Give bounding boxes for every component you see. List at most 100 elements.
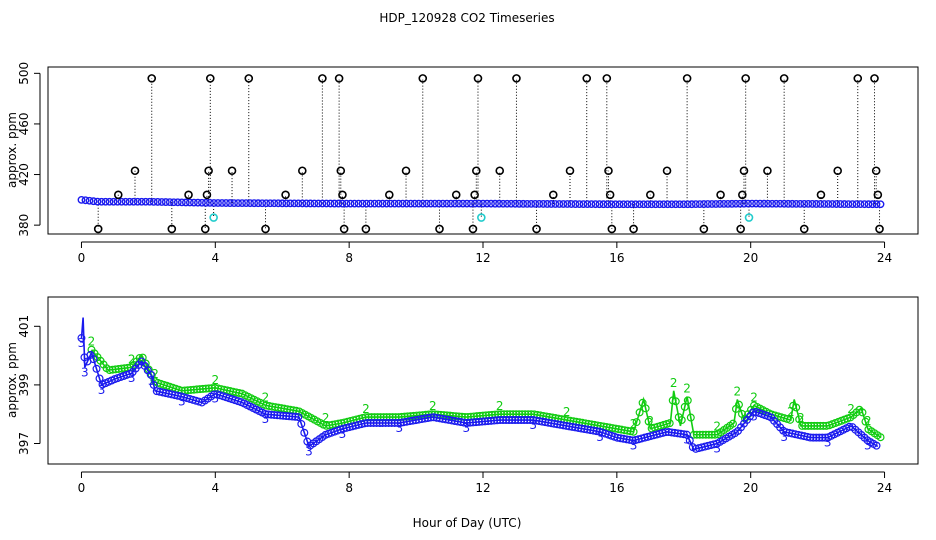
- series-3-blue-point: [803, 432, 812, 441]
- series-2-green-point: [204, 384, 213, 393]
- series-3-blue-line: [80, 317, 879, 451]
- baseline-point: [238, 199, 246, 208]
- series-2-green-point: [608, 424, 617, 433]
- baseline-point: [824, 200, 833, 208]
- baseline-point: [286, 199, 295, 208]
- flag-point: [744, 213, 754, 222]
- baseline-point: [792, 199, 801, 208]
- outlier-point: [870, 74, 879, 83]
- series-3-blue-point: [625, 435, 634, 444]
- series-3-blue-point: [508, 416, 517, 425]
- series-2-green-glyph-label: 2: [797, 411, 805, 425]
- series-3-blue-point: [146, 370, 155, 379]
- outlier-point: [202, 190, 212, 200]
- series-3-blue-glyph-label: 3: [713, 441, 721, 455]
- baseline-point: [85, 196, 94, 205]
- baseline-point: [667, 200, 676, 209]
- series-3-blue-point: [481, 417, 490, 426]
- outlier-point: [816, 190, 826, 200]
- baseline-point: [77, 195, 86, 204]
- series-3-blue-point: [426, 413, 435, 422]
- outlier-point: [298, 166, 307, 176]
- top-plot-frame: [47, 66, 919, 235]
- baseline-point: [711, 200, 720, 208]
- baseline-point: [402, 199, 411, 208]
- outlier-point: [473, 74, 483, 83]
- series-2-green-point: [626, 427, 635, 436]
- series-3-blue-glyph-label: 3: [396, 421, 404, 435]
- baseline-point: [206, 199, 214, 207]
- series-2-green-point: [876, 433, 885, 442]
- series-3-blue-glyph-label: 3: [630, 439, 638, 453]
- series-3-blue-glyph-label: 3: [78, 336, 86, 350]
- baseline-point: [611, 200, 620, 209]
- baseline-point: [603, 200, 612, 209]
- series-3-blue-point: [661, 428, 670, 437]
- series-3-blue-glyph-label: 3: [148, 374, 156, 388]
- series-3-blue-glyph-label: 3: [81, 365, 89, 379]
- series-3-blue-point: [423, 414, 432, 423]
- baseline-point: [559, 200, 568, 208]
- series-2-green-point: [798, 421, 807, 430]
- baseline-point: [563, 200, 572, 208]
- series-3-blue-point: [396, 418, 405, 427]
- baseline-point: [671, 200, 680, 209]
- series-3-blue-point: [360, 419, 369, 428]
- series-3-blue-point: [456, 418, 465, 427]
- series-2-green-point: [810, 421, 819, 430]
- baseline-point: [302, 199, 311, 208]
- series-2-green-glyph-label: 2: [713, 420, 721, 434]
- baseline-point: [446, 199, 455, 208]
- baseline-point: [699, 200, 708, 208]
- outlier-point: [385, 190, 394, 200]
- baseline-point: [732, 199, 740, 208]
- baseline-point: [165, 198, 174, 207]
- series-2-green-glyph-label: 2: [646, 414, 654, 428]
- baseline-point: [695, 200, 704, 209]
- baseline-point: [93, 197, 102, 206]
- top-y-tick-label: 460: [17, 112, 31, 135]
- baseline-point: [153, 198, 162, 206]
- series-3-blue-point: [435, 414, 444, 423]
- baseline-point: [836, 200, 845, 208]
- series-3-blue-point: [538, 417, 547, 426]
- baseline-point: [615, 200, 624, 209]
- series-3-blue-point: [523, 416, 532, 425]
- baseline-point: [129, 197, 138, 206]
- baseline-point: [358, 199, 367, 208]
- series-2-green-point: [644, 417, 653, 426]
- baseline-point: [487, 199, 495, 208]
- baseline-point: [864, 200, 873, 209]
- series-3-blue-point: [667, 428, 676, 437]
- series-2-green-point: [325, 421, 334, 430]
- baseline-point: [366, 199, 375, 208]
- bottom-x-tick-label: 20: [743, 481, 758, 495]
- top-y-tick-label: 380: [17, 214, 31, 237]
- baseline-point: [816, 200, 825, 208]
- series-2-green-point: [614, 425, 623, 434]
- outlier-point: [607, 224, 617, 234]
- baseline-point: [81, 196, 90, 205]
- series-3-blue-point: [583, 425, 592, 434]
- baseline-point: [426, 199, 435, 208]
- baseline-point: [121, 197, 130, 206]
- baseline-point: [531, 199, 540, 208]
- series-3-blue-point: [685, 436, 694, 445]
- series-2-green-glyph-label: 2: [496, 399, 504, 413]
- series-2-green-point: [192, 385, 201, 394]
- baseline-point: [430, 199, 439, 208]
- baseline-point: [547, 200, 556, 208]
- baseline-point: [125, 197, 134, 206]
- baseline-point: [89, 197, 98, 206]
- top-x-tick-label: 12: [475, 251, 490, 265]
- baseline-point: [599, 200, 608, 209]
- baseline-point: [583, 200, 592, 209]
- baseline-point: [507, 199, 516, 208]
- series-3-blue-point: [526, 416, 535, 425]
- baseline-point: [623, 200, 632, 209]
- series-2-green-point: [454, 412, 463, 421]
- baseline-point: [828, 200, 837, 208]
- series-3-blue-point: [616, 434, 625, 443]
- series-2-green-glyph-label: 2: [88, 335, 96, 349]
- baseline-point: [683, 200, 692, 209]
